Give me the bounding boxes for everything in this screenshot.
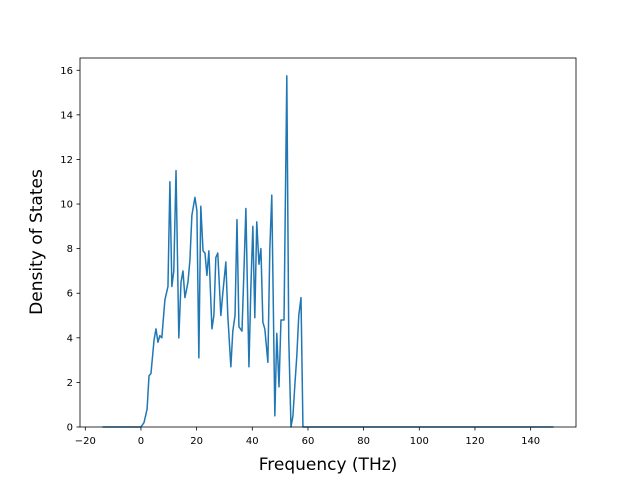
x-tick-label: 20 <box>190 436 203 447</box>
x-tick-label: −20 <box>75 436 96 447</box>
y-tick-label: 0 <box>67 423 73 434</box>
y-tick-label: 6 <box>67 289 73 300</box>
x-axis-label: Frequency (THz) <box>259 455 398 475</box>
x-tick-label: 0 <box>138 436 144 447</box>
y-tick-label: 8 <box>67 244 73 255</box>
y-tick-label: 16 <box>60 66 73 77</box>
x-tick-label: 40 <box>246 436 259 447</box>
x-tick-label: 80 <box>357 436 370 447</box>
y-tick-label: 2 <box>67 378 73 389</box>
x-tick-label: 140 <box>521 436 540 447</box>
plot-frame <box>79 57 577 428</box>
y-tick-label: 4 <box>67 333 73 344</box>
y-tick-label: 14 <box>60 110 73 121</box>
y-tick-label: 12 <box>60 155 73 166</box>
x-tick-label: 60 <box>302 436 315 447</box>
y-tick-label: 10 <box>60 200 73 211</box>
x-tick-label: 100 <box>410 436 429 447</box>
line-series <box>102 75 554 428</box>
x-tick-label: 120 <box>465 436 484 447</box>
y-axis-label: Density of States <box>27 169 47 315</box>
